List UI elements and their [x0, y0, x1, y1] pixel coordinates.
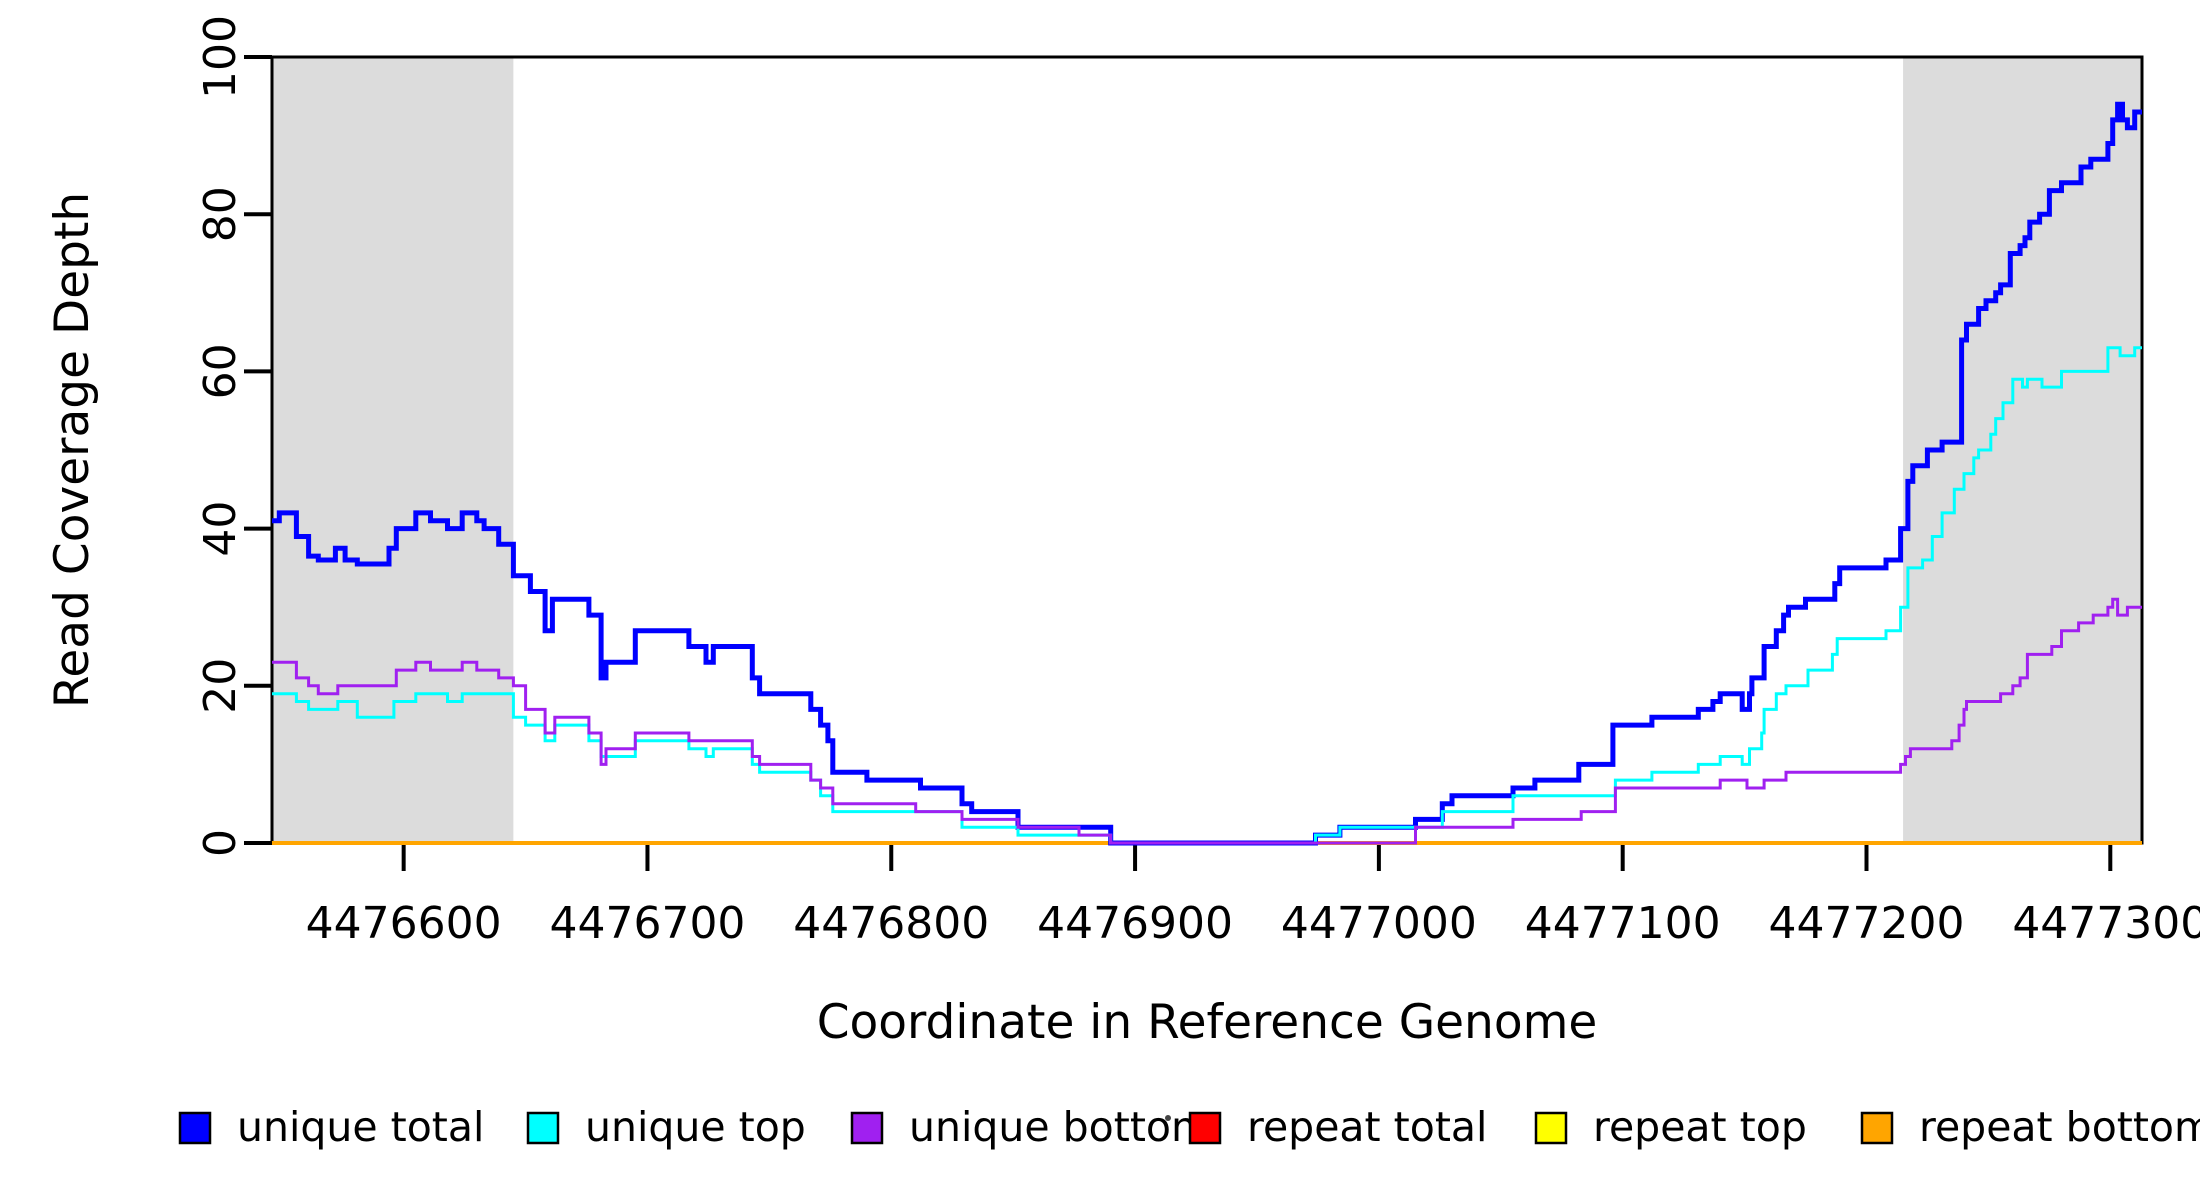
legend-label-repeat-top: repeat top — [1593, 1103, 1807, 1151]
x-axis-tick-label: 4477100 — [1525, 898, 1721, 949]
stray-dot — [1165, 1115, 1171, 1121]
series-line-unique-bottom — [272, 597, 2142, 845]
x-axis-tick-label: 4477000 — [1281, 898, 1477, 949]
x-axis-tick-label: 4477200 — [1769, 898, 1965, 949]
legend-swatch-unique-top — [526, 1111, 560, 1145]
y-axis-tick-label: 100 — [195, 15, 246, 99]
plot-box — [270, 55, 2144, 845]
x-axis-tick-label: 4476700 — [549, 898, 745, 949]
y-axis-tick-label: 20 — [195, 658, 246, 714]
legend-swatch-unique-total — [178, 1111, 212, 1145]
legend-swatch-repeat-top — [1534, 1111, 1568, 1145]
legend-swatch-repeat-total — [1188, 1111, 1222, 1145]
x-axis-tick-label: 4476600 — [306, 898, 502, 949]
x-axis-title: Coordinate in Reference Genome — [817, 995, 1598, 1050]
legend-label-unique-bottom: unique bottom — [909, 1103, 1211, 1151]
y-axis-tick-label: 80 — [195, 186, 246, 242]
x-axis-tick-label: 4476800 — [793, 898, 989, 949]
y-axis-tick-label: 0 — [195, 829, 246, 857]
y-axis-title: Read Coverage Depth — [45, 192, 100, 708]
legend-label-unique-total: unique total — [237, 1103, 484, 1151]
y-axis-tick-label: 60 — [195, 343, 246, 399]
series-line-unique-top — [272, 346, 2142, 845]
legend-label-repeat-total: repeat total — [1247, 1103, 1487, 1151]
legend-label-repeat-bottom: repeat bottom — [1919, 1103, 2200, 1151]
x-axis-tick-label: 4476900 — [1037, 898, 1233, 949]
legend-swatch-unique-bottom — [850, 1111, 884, 1145]
x-axis-tick-label: 4477300 — [2012, 898, 2200, 949]
y-axis-tick-label: 40 — [195, 501, 246, 557]
legend-swatch-repeat-bottom — [1860, 1111, 1894, 1145]
legend-label-unique-top: unique top — [585, 1103, 806, 1151]
series-line-unique-total — [272, 101, 2142, 846]
shaded-region-left-repeat-flank — [272, 57, 514, 843]
